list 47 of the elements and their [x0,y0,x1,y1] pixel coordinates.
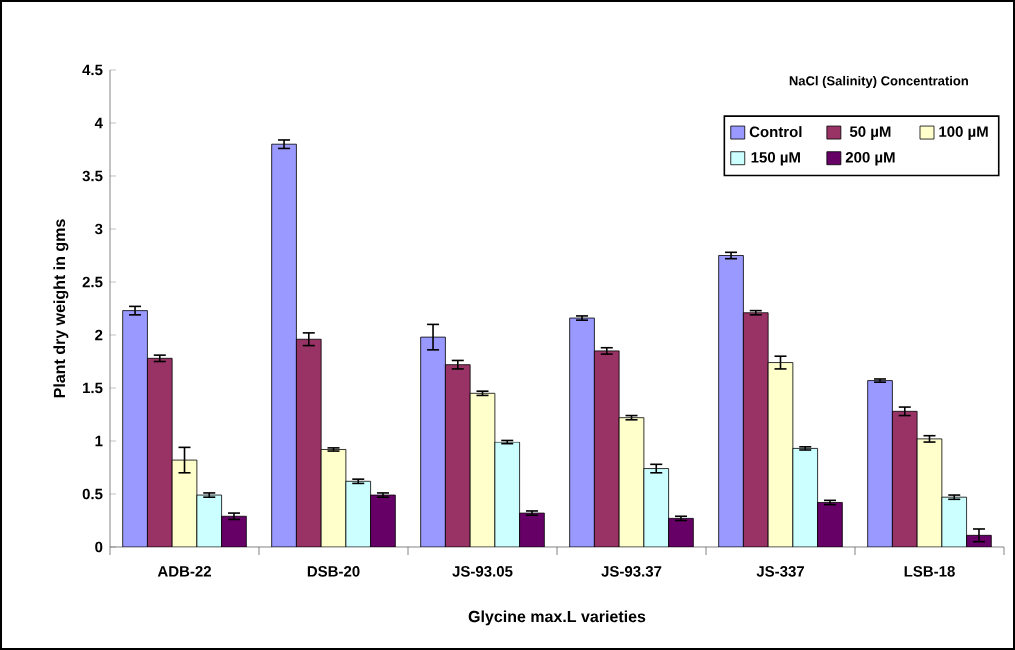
y-tick-label: 3.5 [82,170,103,182]
y-tick-label: 4.5 [82,64,103,76]
bar [743,312,769,547]
bar [569,317,595,547]
y-tick-label: 1.5 [83,382,103,394]
legend-title: NaCl (Salinity) Concentration [789,75,968,88]
bar [271,143,297,547]
y-tick-label: 0.5 [82,488,103,500]
bar [445,364,471,547]
x-tick-label: ADB-22 [157,566,211,577]
x-axis-title: Glycine max.L varieties [468,610,646,626]
bar [122,310,148,547]
legend-label: 200 µM [845,151,895,166]
legend-label: 50 µM [849,126,891,140]
bar [643,468,670,547]
bar [867,380,893,547]
y-tick-label: 3 [94,223,103,235]
x-tick-label: JS-337 [756,566,805,577]
y-tick-label: 0 [95,541,103,553]
bar [892,410,918,547]
bar [147,357,173,547]
x-tick-label: JS-93.37 [601,566,662,577]
bar [519,512,545,547]
bar [941,496,968,547]
bar [668,517,694,547]
bar [370,494,396,547]
x-tick-label: DSB-20 [307,566,360,577]
legend-label: 100 µM [939,126,988,140]
bar [594,350,620,547]
bar [792,448,819,547]
bar [718,255,744,547]
bar [296,338,322,547]
bar [345,480,372,547]
y-tick-label: 2.5 [82,276,103,288]
bar [420,336,446,547]
y-tick-label: 1 [95,435,103,447]
legend-label: Control [749,126,802,138]
x-tick-label: LSB-18 [904,566,955,577]
bar [221,515,247,547]
y-tick-label: 2 [95,329,103,341]
bar [494,441,521,547]
bar [196,494,223,547]
y-tick-label: 4 [94,117,103,129]
legend-label: 150 µM [751,151,800,166]
bar [817,502,843,547]
x-tick-label: JS-93.05 [452,566,513,577]
y-axis-title: Plant dry weight in gms [53,219,69,398]
